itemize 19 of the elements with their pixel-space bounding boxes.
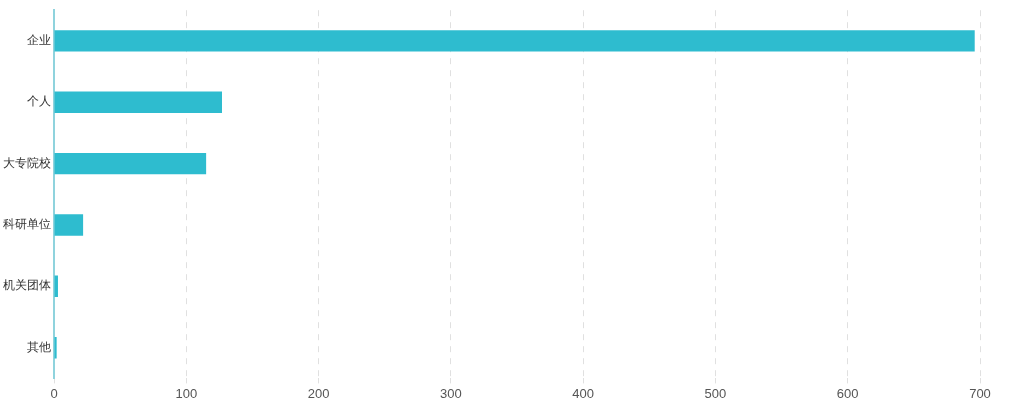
x-tick-label: 300	[440, 385, 462, 401]
y-tick-label: 企业	[27, 33, 51, 48]
x-tick-label: 700	[969, 385, 991, 401]
y-tick-label: 科研单位	[3, 217, 51, 232]
bar	[54, 336, 57, 359]
x-tick-label: 0	[50, 385, 58, 401]
x-tick-label: 600	[836, 385, 859, 401]
bar	[54, 214, 84, 236]
y-tick-label: 其他	[27, 339, 51, 354]
y-tick-label: 机关团体	[3, 278, 51, 293]
y-tick-label: 个人	[27, 94, 51, 109]
x-tick-label: 200	[307, 385, 330, 401]
x-tick-label: 400	[572, 385, 594, 401]
x-tick-label: 100	[175, 385, 198, 401]
bar	[54, 30, 975, 52]
bar	[54, 91, 222, 113]
x-tick-label: 500	[704, 385, 727, 401]
y-tick-label: 大专院校	[3, 155, 51, 170]
bar	[54, 152, 207, 175]
